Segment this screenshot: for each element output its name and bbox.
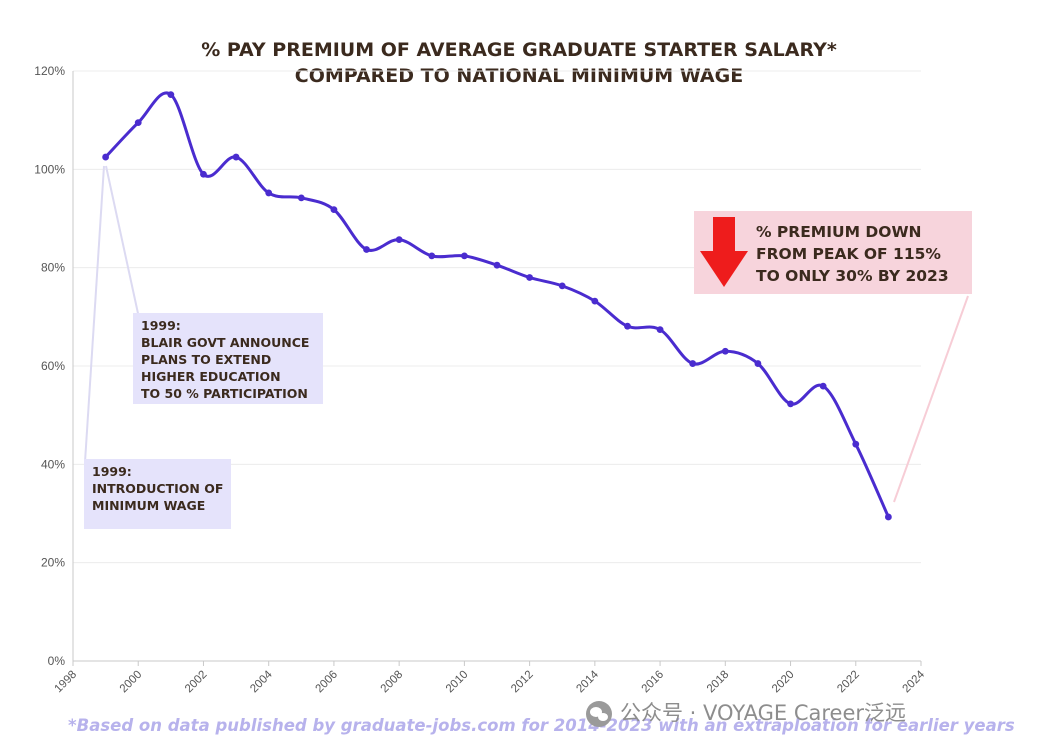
blair-line-3: PLANS TO EXTEND [141, 352, 272, 367]
x-tick-label: 2010 [444, 669, 471, 696]
axes [72, 71, 921, 662]
blair-line-2: BLAIR GOVT ANNOUNCE [141, 335, 310, 350]
data-point [200, 170, 207, 178]
data-point [624, 322, 631, 330]
data-point [134, 119, 142, 127]
data-point [493, 261, 501, 269]
callout-line-3: TO ONLY 30% BY 2023 [756, 267, 949, 285]
chart-title-line-2: COMPARED TO NATIONAL MINIMUM WAGE [295, 65, 743, 87]
callout-leader-line [893, 295, 969, 503]
y-tick-label: 60% [41, 359, 65, 373]
data-point [558, 282, 566, 290]
data-point [689, 360, 697, 367]
annotation-leaders [84, 165, 969, 503]
watermark: 公众号 · VOYAGE Career泛远 [586, 697, 906, 727]
y-tick-label: 100% [34, 162, 65, 176]
footnote: *Based on data published by graduate-job… [68, 716, 1015, 735]
series-line [104, 91, 890, 518]
watermark-text: 公众号 · VOYAGE Career泛远 [620, 701, 906, 725]
down-arrow-icon [700, 217, 748, 287]
y-tick-label: 120% [34, 64, 65, 78]
x-tick-label: 2014 [574, 668, 601, 695]
y-tick-label: 80% [41, 261, 65, 275]
data-point [656, 326, 664, 334]
callout-line-1: % PREMIUM DOWN [756, 223, 922, 241]
x-tick-label: 2022 [835, 669, 862, 696]
callout-text: % PREMIUM DOWN FROM PEAK OF 115% TO ONLY… [756, 221, 949, 287]
min-wage-line-1: 1999: [92, 464, 132, 479]
data-point [819, 382, 827, 390]
data-point [330, 206, 338, 214]
data-point [102, 153, 110, 161]
data-point [754, 360, 762, 367]
data-point [363, 246, 370, 253]
data-point [852, 440, 860, 448]
min-wage-line-2: INTRODUCTION OF [92, 481, 224, 496]
data-point [526, 274, 534, 281]
x-tick-label: 2004 [248, 668, 275, 695]
data-point [460, 252, 468, 260]
x-tick-label: 2024 [901, 668, 928, 695]
x-tick-label: 2008 [379, 669, 406, 696]
blair-line-1: 1999: [141, 318, 181, 333]
y-tick-label: 0% [48, 654, 66, 668]
x-ticks: 1998 2000 2002 2004 2006 2008 2010 2012 2014 2016… [53, 661, 928, 695]
y-tick-label: 40% [41, 457, 65, 471]
blair-line-4: HIGHER EDUCATION [141, 369, 281, 384]
x-tick-label: 2012 [509, 669, 536, 696]
data-point [395, 236, 403, 244]
x-tick-label: 2006 [313, 669, 340, 696]
annotation-blair-govt: 1999: BLAIR GOVT ANNOUNCE PLANS TO EXTEN… [133, 313, 323, 404]
x-tick-label: 2016 [640, 669, 667, 696]
callout-line-2: FROM PEAK OF 115% [756, 245, 941, 263]
data-point [167, 91, 175, 98]
x-tick-label: 2002 [183, 669, 210, 696]
data-point [884, 513, 892, 521]
chart-title-line-1: % PAY PREMIUM OF AVERAGE GRADUATE STARTE… [201, 39, 837, 61]
y-tick-label: 20% [41, 556, 65, 570]
blair-line-5: TO 50 % PARTICIPATION [141, 386, 308, 401]
data-point [232, 153, 240, 161]
x-tick-label: 2020 [770, 669, 797, 696]
annotation-minimum-wage: 1999: INTRODUCTION OF MINIMUM WAGE [84, 459, 231, 529]
x-tick-label: 2000 [118, 669, 145, 696]
y-ticks: 0% 20% 40% 60% 80% 100% 120% [34, 64, 65, 668]
min-wage-line-3: MINIMUM WAGE [92, 498, 206, 513]
x-tick-label: 1998 [53, 669, 80, 696]
data-point [591, 297, 599, 305]
x-tick-label: 2018 [705, 669, 732, 696]
wechat-icon [586, 701, 612, 727]
data-point [787, 400, 794, 408]
data-point [428, 252, 436, 260]
min-wage-leader-line [84, 165, 105, 463]
data-point [265, 189, 273, 197]
data-points [102, 91, 892, 521]
data-point [721, 347, 729, 355]
data-point [297, 194, 305, 202]
blair-leader-line [105, 165, 140, 319]
premium-callout: % PREMIUM DOWN FROM PEAK OF 115% TO ONLY… [694, 211, 972, 294]
